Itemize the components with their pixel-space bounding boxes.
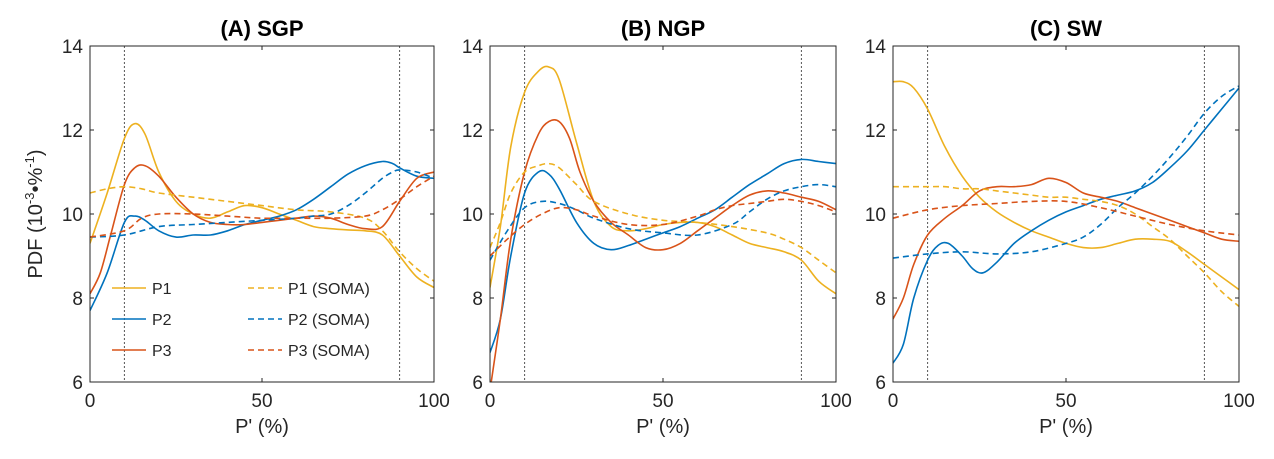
panel-title: (C) SW (1030, 16, 1102, 41)
x-tick-label: 100 (1223, 391, 1255, 412)
y-tick-label: 14 (62, 37, 84, 58)
y-tick-label: 8 (72, 289, 83, 310)
panel-1: 6 8 10 12 14 0 50 100 P' (%) (A) SGP (62, 16, 450, 438)
x-axis-label: P' (%) (235, 416, 289, 438)
series-line-p1-soma (90, 185, 434, 282)
plot-area (893, 46, 1239, 382)
series-line-p3-soma (90, 175, 434, 238)
series-line-p2-soma (90, 169, 434, 238)
series-line-p1-soma (893, 185, 1239, 308)
panel-3: 6 8 10 12 14 0 50 100 P' (%) (C) SW (865, 16, 1255, 438)
legend-label: P2 (152, 312, 172, 329)
x-axis-label: P' (%) (1039, 416, 1093, 438)
y-tick-label: 14 (865, 37, 887, 58)
legend-label: P2 (SOMA) (288, 312, 370, 329)
x-tick-label: 50 (251, 391, 272, 412)
x-tick-label: 100 (820, 391, 852, 412)
x-tick-label: 50 (1055, 391, 1076, 412)
legend-label: P1 (152, 281, 172, 298)
y-tick-label: 10 (62, 205, 83, 226)
y-tick-label: 12 (865, 121, 886, 142)
legend-label: P1 (SOMA) (288, 281, 370, 298)
series-line-p2 (893, 87, 1239, 364)
series-line-p2 (490, 158, 836, 353)
y-tick-label: 10 (865, 205, 886, 226)
y-tick-label: 12 (62, 121, 83, 142)
panel-title: (A) SGP (220, 16, 303, 41)
legend-item: P2 (SOMA) (248, 312, 370, 329)
series-line-p3 (893, 177, 1239, 320)
x-tick-label: 0 (485, 391, 496, 412)
series-line-p3 (90, 164, 434, 295)
panel-title: (B) NGP (621, 16, 705, 41)
series-line-p1 (90, 122, 434, 289)
legend-label: P3 (SOMA) (288, 343, 370, 360)
plot-area (90, 46, 434, 382)
series-line-p1 (490, 65, 836, 295)
legend-item: P3 (112, 343, 172, 360)
x-axis-label: P' (%) (636, 416, 690, 438)
legend-item: P1 (112, 281, 172, 298)
y-tick-label: 6 (875, 373, 886, 394)
legend: P1 P2 P3 P1 (SOMA) P2 (SOMA) P3 (SOMA) (112, 281, 370, 360)
y-tick-label: 8 (472, 289, 483, 310)
y-tick-label: 10 (462, 205, 483, 226)
series-line-p3-soma (490, 198, 836, 257)
y-tick-label: 8 (875, 289, 886, 310)
x-tick-label: 0 (85, 391, 96, 412)
panel-2: 6 8 10 12 14 0 50 100 P' (%) (B) NGP (462, 16, 852, 438)
y-tick-label: 6 (72, 373, 83, 394)
series-line-p3-soma (893, 200, 1239, 236)
series-line-p3 (490, 118, 836, 382)
plot-area (490, 46, 836, 382)
y-tick-label: 6 (472, 373, 483, 394)
y-axis-label: PDF (10-3•%-1) (22, 149, 47, 278)
x-tick-label: 50 (652, 391, 673, 412)
legend-item: P1 (SOMA) (248, 281, 370, 298)
y-tick-label: 12 (462, 121, 483, 142)
series-line-p2-soma (893, 85, 1239, 259)
series-line-p1 (893, 80, 1239, 291)
legend-item: P2 (112, 312, 172, 329)
y-tick-label: 14 (462, 37, 484, 58)
series-line-p1-soma (490, 162, 836, 274)
legend-item: P3 (SOMA) (248, 343, 370, 360)
x-tick-label: 100 (418, 391, 450, 412)
x-tick-label: 0 (888, 391, 899, 412)
legend-label: P3 (152, 343, 172, 360)
